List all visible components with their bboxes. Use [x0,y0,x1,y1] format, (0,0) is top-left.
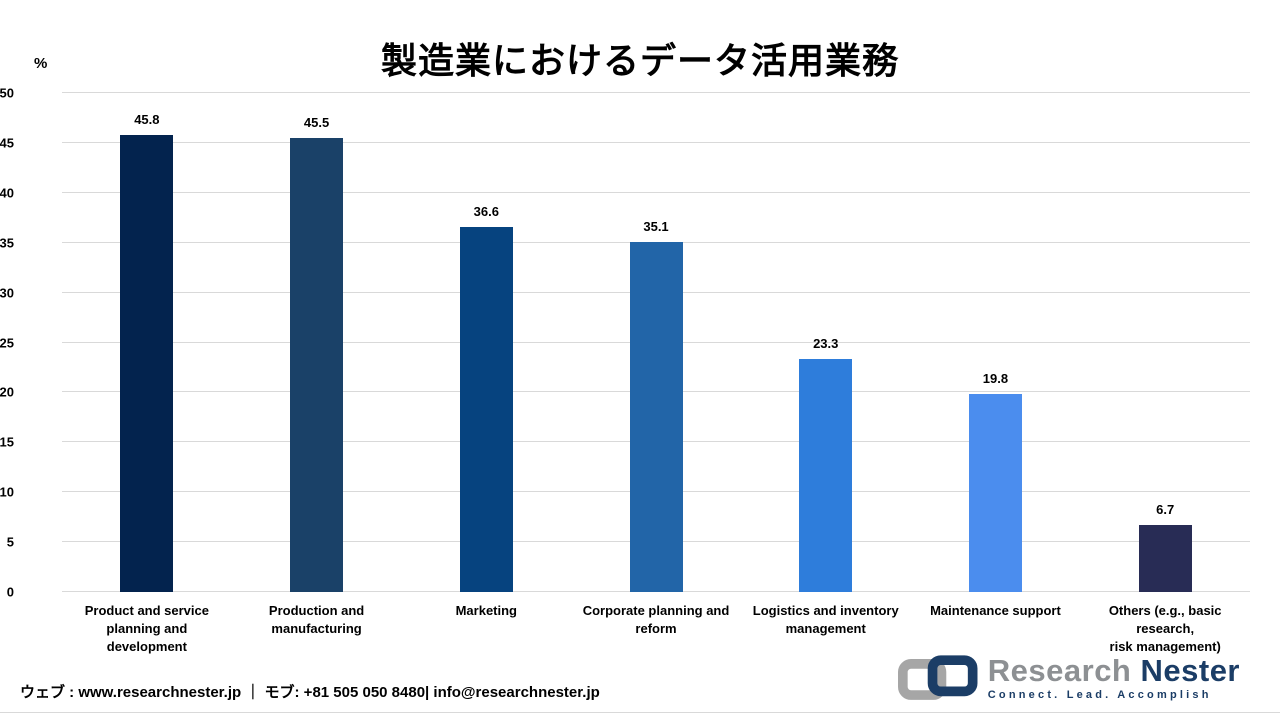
brand-name-research: Research [987,653,1132,688]
bar [1138,525,1192,592]
bar-value-label: 36.6 [473,203,499,219]
chart-title: 製造業におけるデータ活用業務 [380,40,899,81]
gridline [62,141,1250,143]
x-axis-category-label: Marketing [455,603,517,618]
x-axis-category-label: Corporate planning and reform [582,603,730,636]
bar-value-label: 45.8 [134,111,160,127]
bottom-divider [0,712,1280,713]
brand-name-nester: Nester [1140,653,1240,688]
x-axis-category-label: Maintenance support [930,603,1061,618]
bar [799,359,853,592]
x-axis-labels: Product and service planning and develop… [62,602,1250,656]
y-axis-tick-label: 45 [0,135,14,151]
x-axis-category-label: Production and manufacturing [268,603,365,636]
bar-value-label: 35.1 [643,218,669,234]
x-axis-category-label: Product and service planning and develop… [84,603,209,654]
y-axis-tick-label: 10 [0,484,14,500]
bars-container: 45.8 45.5 36.6 35.1 23.3 19.8 6.7 [62,93,1250,592]
bar-column: 35.1 [571,93,741,592]
bar-value-label: 45.5 [303,114,330,130]
bar-column: 19.8 [911,93,1081,592]
y-axis-tick-label: 0 [6,584,14,600]
brand-tagline: Connect. Lead. Accomplish [987,689,1212,701]
bar-column: 45.5 [232,93,402,592]
bar [968,394,1022,592]
bar [120,134,174,592]
bar [629,241,683,592]
brand-name: Research Nester [988,655,1240,687]
bar-column: 23.3 [741,93,911,592]
y-axis-tick-label: 30 [0,285,14,301]
y-axis-tick-label: 20 [0,384,14,400]
bar-column: 36.6 [401,93,571,592]
footer-contact-text: ウェブ : www.researchnester.jp ｜ モブ: +81 50… [20,684,600,701]
bar [459,226,513,592]
brand-logo: Research Nester Connect. Lead. Accomplis… [896,652,1240,704]
y-axis-tick-label: 25 [0,335,14,350]
plot-area: 0 5 10 15 20 25 30 35 40 45 50 45.8 45.5 36.6 35.1 23.… [0,86,1250,600]
bar-column: 6.7 [1080,93,1250,592]
y-axis-tick-label: 50 [0,85,14,101]
y-axis-tick-label: 15 [0,434,14,450]
bar-column: 45.8 [62,93,232,592]
gridline [62,191,1250,193]
gridline [62,92,1250,93]
x-axis-category-label: Logistics and inventory management [752,603,899,636]
bar-value-label: 19.8 [982,371,1009,387]
bar-value-label: 23.3 [813,336,839,352]
y-axis-tick-label: 35 [0,235,14,251]
y-axis-tick-label: 5 [6,534,14,550]
bar [290,137,344,592]
y-axis-tick-label: 40 [0,185,14,201]
y-axis-unit-label: % [34,55,48,72]
bar-value-label: 6.7 [1156,502,1175,518]
x-axis-category-label: Others (e.g., basic research, risk manag… [1108,603,1222,654]
chain-links-icon [897,655,978,700]
